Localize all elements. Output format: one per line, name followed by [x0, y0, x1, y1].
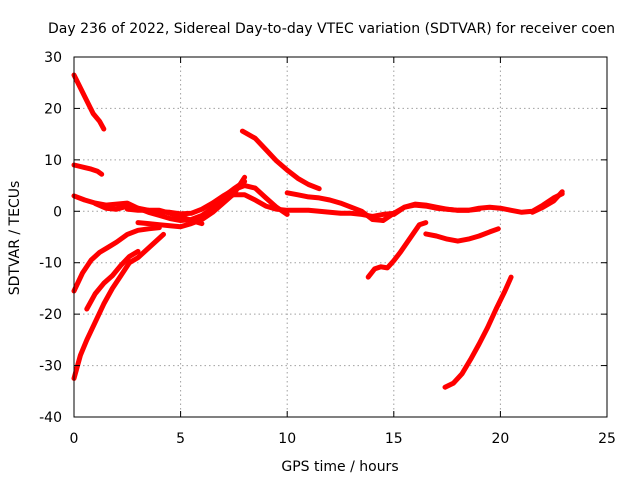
- y-tick-label: 20: [44, 101, 62, 117]
- chart-title: Day 236 of 2022, Sidereal Day-to-day VTE…: [48, 21, 615, 37]
- axis-ticks: 0 5 10 15 20 25 -40 -30 -20 -10 0 10 20 30: [39, 50, 616, 447]
- y-tick-label: 10: [44, 153, 62, 169]
- series-arc-2: [71, 162, 105, 177]
- series-arc-9: [135, 174, 248, 230]
- series-arc-14: [365, 220, 429, 280]
- series-arc-8: [124, 206, 205, 227]
- series-arc-7: [92, 179, 248, 223]
- y-axis-title: SDTVAR / TECUs: [7, 181, 23, 296]
- grid: [74, 57, 607, 417]
- series-arc-13: [391, 201, 482, 217]
- x-tick-label: 0: [70, 431, 79, 447]
- series-arc-17: [529, 189, 565, 215]
- y-tick-label: -30: [39, 359, 62, 375]
- series-arc-5: [71, 231, 166, 381]
- x-axis-title: GPS time / hours: [281, 459, 398, 475]
- series-arc-4: [71, 225, 162, 294]
- series-arc-10: [239, 128, 322, 192]
- y-tick-label: 30: [44, 50, 62, 66]
- y-tick-label: -10: [39, 256, 62, 272]
- y-tick-label: -40: [39, 410, 62, 426]
- series-arc-15: [423, 226, 501, 244]
- series-arc-1: [71, 72, 107, 132]
- x-tick-label: 20: [491, 431, 509, 447]
- x-tick-label: 25: [598, 431, 616, 447]
- series-arc-6: [84, 248, 141, 312]
- y-tick-label: 0: [53, 204, 62, 220]
- series-group: [71, 72, 565, 390]
- x-tick-label: 15: [385, 431, 403, 447]
- plot-frame: [73, 56, 608, 418]
- x-tick-label: 5: [176, 431, 185, 447]
- y-tick-label: -20: [39, 307, 62, 323]
- series-arc-16: [442, 274, 514, 390]
- x-tick-label: 10: [278, 431, 296, 447]
